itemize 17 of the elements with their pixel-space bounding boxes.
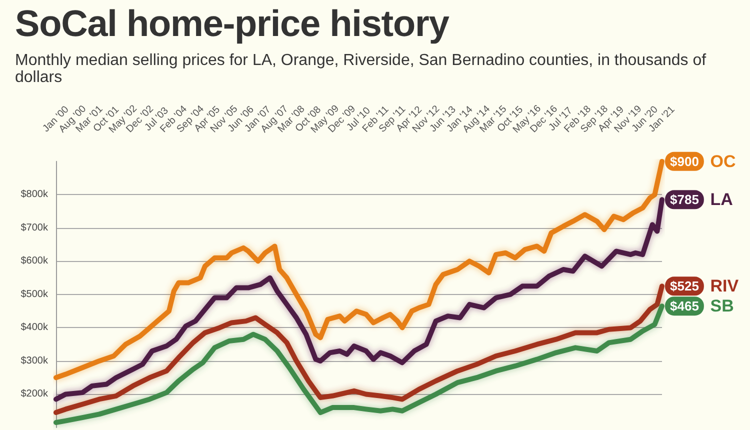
y-tick-label: $600k bbox=[20, 256, 49, 267]
y-tick-label: $200k bbox=[20, 388, 49, 400]
data-label: $465 bbox=[670, 298, 699, 314]
y-tick-label: $800k bbox=[20, 189, 49, 200]
legend-label: LA bbox=[710, 190, 733, 210]
data-label: $525 bbox=[670, 278, 699, 294]
chart-subtitle: Monthly median selling prices for LA, Orange, Riverside, San Bernadino counties, in thousands of dollars bbox=[15, 52, 708, 86]
y-tick-label: $400k bbox=[20, 322, 49, 334]
legend-label: RIV bbox=[710, 276, 740, 296]
legend-label: OC bbox=[710, 152, 736, 171]
y-tick-label: $700k bbox=[20, 222, 49, 234]
legend-label: SB bbox=[710, 296, 734, 316]
data-label: $900 bbox=[670, 154, 699, 169]
y-tick-label: $300k bbox=[20, 355, 49, 366]
data-label: $785 bbox=[670, 192, 699, 208]
y-tick-label: $500k bbox=[20, 288, 49, 300]
chart-title: SoCal home-price history bbox=[15, 2, 449, 46]
